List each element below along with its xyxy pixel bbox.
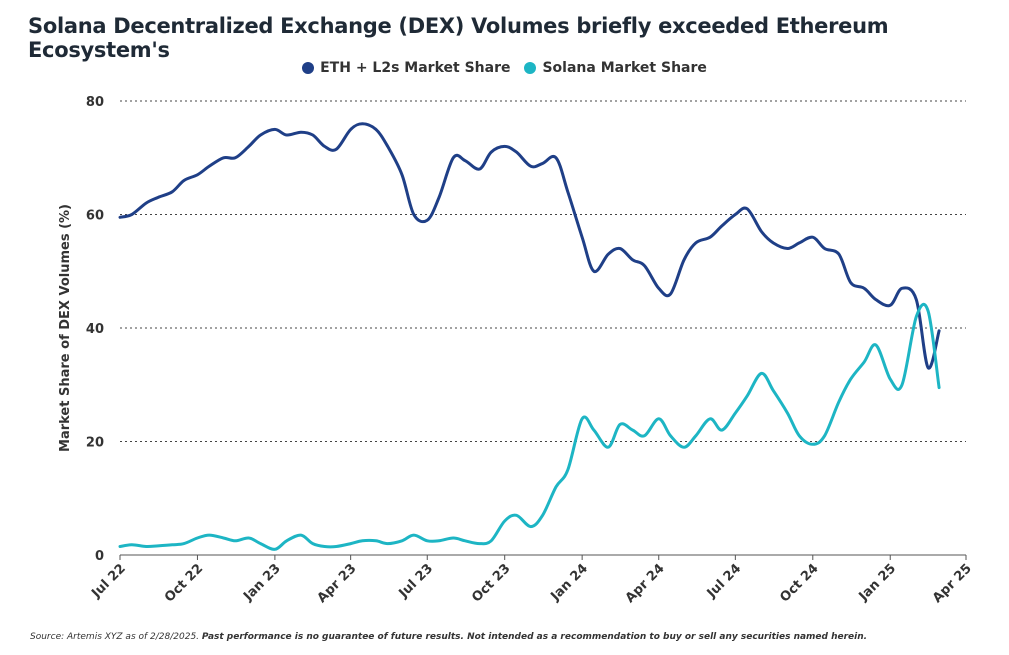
y-axis: 0 20 40 60 80 xyxy=(86,95,104,564)
legend-label-solana: Solana Market Share xyxy=(542,60,707,76)
y-tick-label: 0 xyxy=(95,549,104,564)
footer-note: Source: Artemis XYZ as of 2/28/2025. Pas… xyxy=(30,632,867,642)
x-tick-label: Jul 23 xyxy=(396,561,436,601)
series-line-eth xyxy=(118,122,941,370)
y-tick-label: 60 xyxy=(86,209,104,224)
legend-swatch-solana xyxy=(524,62,537,74)
series-line-solana xyxy=(118,302,941,551)
chart-title: Solana Decentralized Exchange (DEX) Volu… xyxy=(28,14,889,62)
x-tick-label: Jan 25 xyxy=(856,561,899,604)
x-tick-label: Oct 24 xyxy=(777,561,821,605)
x-tick-label: Oct 23 xyxy=(469,561,513,605)
x-tick-label: Jul 22 xyxy=(88,561,128,601)
footer-source: Source: Artemis XYZ as of 2/28/2025. xyxy=(30,632,200,642)
legend-label-eth: ETH + L2s Market Share xyxy=(320,60,511,76)
x-tick-label: Apr 25 xyxy=(930,561,975,606)
y-axis-title: Market Share of DEX Volumes (%) xyxy=(58,204,73,452)
legend-item-eth[interactable]: ETH + L2s Market Share xyxy=(302,60,510,76)
x-tick-label: Jul 24 xyxy=(704,561,744,601)
x-tick-label: Jan 23 xyxy=(240,561,283,604)
y-tick-label: 80 xyxy=(86,95,104,110)
legend-swatch-eth xyxy=(302,62,315,74)
line-chart: 0 20 40 60 80 Jul 22 Oct 22 Jan 23 Apr 23 Jul 23… xyxy=(58,95,975,606)
y-tick-label: 40 xyxy=(86,322,104,337)
chart-legend: ETH + L2s Market Share Solana Market Sha… xyxy=(0,60,1009,76)
y-tick-label: 20 xyxy=(86,436,104,451)
x-tick-label: Jan 24 xyxy=(547,561,590,604)
legend-item-solana[interactable]: Solana Market Share xyxy=(524,60,707,76)
grid-lines xyxy=(120,100,966,556)
x-tick-label: Oct 22 xyxy=(162,561,206,605)
footer-disclaimer: Past performance is no guarantee of futu… xyxy=(201,632,868,642)
x-tick-label: Apr 23 xyxy=(315,561,360,606)
x-tick-label: Apr 24 xyxy=(623,561,668,606)
x-axis: Jul 22 Oct 22 Jan 23 Apr 23 Jul 23 Oct 23 Jan … xyxy=(88,555,975,606)
series-lines xyxy=(118,122,941,551)
